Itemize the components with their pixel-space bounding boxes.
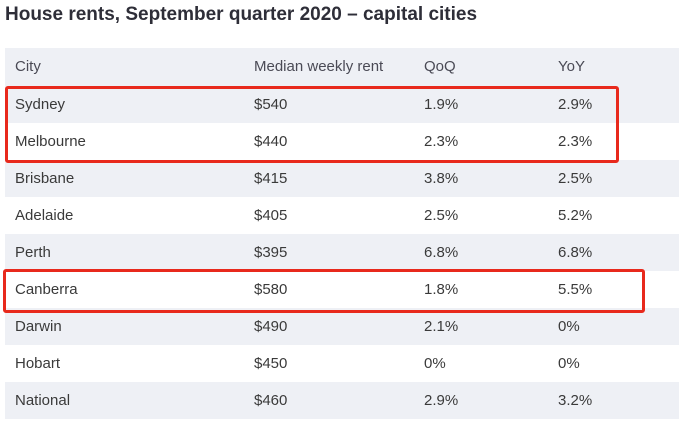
cell-yoy: 6.8%: [558, 244, 593, 261]
cell-yoy: 2.5%: [558, 170, 593, 187]
cell-city: Adelaide: [15, 207, 74, 224]
cell-yoy: 3.2%: [558, 392, 593, 409]
cell-yoy: 2.3%: [558, 133, 593, 150]
cell-qoq: 2.1%: [424, 318, 459, 335]
cell-qoq: 2.5%: [424, 207, 459, 224]
column-header-median-rent: Median weekly rent: [254, 58, 384, 75]
cell-median-rent: $580: [254, 281, 288, 298]
cell-yoy: 5.2%: [558, 207, 593, 224]
cell-city: Darwin: [15, 318, 62, 335]
cell-median-rent: $395: [254, 244, 288, 261]
table-row: Sydney $540 1.9% 2.9%: [5, 86, 679, 123]
cell-qoq: 1.8%: [424, 281, 459, 298]
table-row: Melbourne $440 2.3% 2.3%: [5, 123, 679, 160]
cell-qoq: 1.9%: [424, 96, 459, 113]
cell-median-rent: $490: [254, 318, 288, 335]
cell-median-rent: $440: [254, 133, 288, 150]
table-header-row: City Median weekly rent QoQ YoY: [5, 48, 679, 86]
cell-city: National: [15, 392, 71, 409]
cell-qoq: 6.8%: [424, 244, 459, 261]
cell-qoq: 0%: [424, 355, 446, 372]
table-row: National $460 2.9% 3.2%: [5, 382, 679, 419]
column-header-yoy: YoY: [558, 58, 585, 75]
rent-table: City Median weekly rent QoQ YoY Sydney $5…: [5, 48, 679, 419]
table-row: Perth $395 6.8% 6.8%: [5, 234, 679, 271]
cell-median-rent: $405: [254, 207, 288, 224]
cell-yoy: 2.9%: [558, 96, 593, 113]
table-row: Canberra $580 1.8% 5.5%: [5, 271, 679, 308]
column-header-city: City: [15, 58, 41, 75]
cell-yoy: 0%: [558, 355, 580, 372]
column-header-qoq: QoQ: [424, 58, 456, 75]
cell-city: Sydney: [15, 96, 66, 113]
cell-median-rent: $540: [254, 96, 288, 113]
cell-median-rent: $415: [254, 170, 288, 187]
table-row: Adelaide $405 2.5% 5.2%: [5, 197, 679, 234]
table-row: Darwin $490 2.1% 0%: [5, 308, 679, 345]
table-row: Brisbane $415 3.8% 2.5%: [5, 160, 679, 197]
cell-yoy: 5.5%: [558, 281, 593, 298]
cell-city: Hobart: [15, 355, 61, 372]
table-row: Hobart $450 0% 0%: [5, 345, 679, 382]
cell-qoq: 3.8%: [424, 170, 459, 187]
cell-city: Canberra: [15, 281, 78, 298]
cell-city: Melbourne: [15, 133, 86, 150]
cell-city: Brisbane: [15, 170, 75, 187]
cell-yoy: 0%: [558, 318, 580, 335]
cell-median-rent: $460: [254, 392, 288, 409]
cell-median-rent: $450: [254, 355, 288, 372]
table-body: Sydney $540 1.9% 2.9% Melbourne $440 2.3% 2.3% B…: [5, 86, 679, 419]
cell-qoq: 2.9%: [424, 392, 459, 409]
cell-qoq: 2.3%: [424, 133, 459, 150]
page-title: House rents, September quarter 2020 – ca…: [5, 4, 478, 25]
cell-city: Perth: [15, 244, 51, 261]
